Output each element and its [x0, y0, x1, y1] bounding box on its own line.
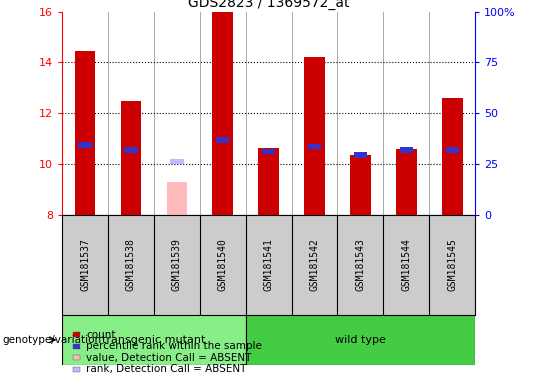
- Bar: [62, 315, 246, 365]
- Text: rank, Detection Call = ABSENT: rank, Detection Call = ABSENT: [86, 364, 247, 374]
- Bar: [350, 155, 371, 215]
- Bar: [446, 147, 459, 153]
- Bar: [75, 51, 96, 215]
- Text: transgenic mutant: transgenic mutant: [102, 335, 206, 345]
- Bar: [442, 98, 463, 215]
- Bar: [212, 12, 233, 215]
- Bar: [120, 101, 141, 215]
- Text: count: count: [86, 330, 116, 340]
- Bar: [170, 159, 184, 164]
- Text: GSM181539: GSM181539: [172, 238, 182, 291]
- Bar: [73, 367, 80, 372]
- Text: GSM181540: GSM181540: [218, 238, 228, 291]
- Bar: [216, 137, 229, 143]
- Bar: [124, 147, 138, 153]
- Text: wild type: wild type: [335, 335, 386, 345]
- Bar: [166, 182, 187, 215]
- Text: GSM181541: GSM181541: [264, 238, 274, 291]
- Bar: [262, 149, 275, 154]
- Bar: [73, 356, 80, 360]
- Bar: [73, 332, 80, 338]
- Text: GSM181543: GSM181543: [355, 238, 366, 291]
- Text: percentile rank within the sample: percentile rank within the sample: [86, 341, 262, 351]
- Text: GSM181538: GSM181538: [126, 238, 136, 291]
- Text: GSM181545: GSM181545: [447, 238, 457, 291]
- Bar: [304, 57, 325, 215]
- Text: genotype/variation: genotype/variation: [3, 335, 102, 345]
- Bar: [396, 149, 417, 215]
- Text: value, Detection Call = ABSENT: value, Detection Call = ABSENT: [86, 353, 252, 363]
- Text: GSM181542: GSM181542: [309, 238, 320, 291]
- Text: GSM181537: GSM181537: [80, 238, 90, 291]
- Bar: [354, 152, 367, 158]
- Bar: [246, 315, 475, 365]
- Bar: [308, 144, 321, 149]
- Text: GSM181544: GSM181544: [401, 238, 411, 291]
- Bar: [73, 344, 80, 349]
- Title: GDS2823 / 1369572_at: GDS2823 / 1369572_at: [188, 0, 349, 10]
- Bar: [258, 147, 279, 215]
- Bar: [400, 147, 413, 153]
- Bar: [78, 142, 92, 148]
